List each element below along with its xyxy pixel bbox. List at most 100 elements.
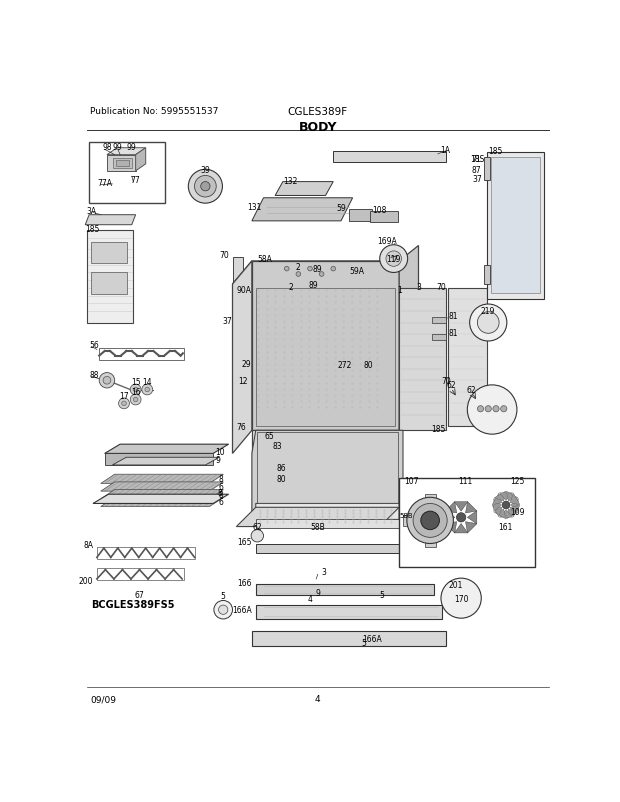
Bar (252, 431, 399, 519)
Polygon shape (492, 493, 502, 505)
Polygon shape (112, 458, 219, 465)
Text: 70: 70 (219, 251, 229, 260)
Bar (348, 210, 372, 221)
Bar (255, 289, 396, 427)
Circle shape (214, 601, 232, 619)
Text: 131: 131 (247, 202, 261, 212)
Circle shape (456, 513, 466, 522)
Polygon shape (136, 148, 146, 172)
Text: 132: 132 (283, 176, 297, 185)
Bar (433, 318, 446, 324)
Polygon shape (450, 604, 469, 614)
Circle shape (285, 267, 289, 272)
Circle shape (130, 395, 141, 405)
Bar (448, 289, 487, 427)
Text: 10: 10 (216, 448, 225, 457)
Polygon shape (105, 454, 213, 465)
Circle shape (379, 245, 408, 273)
Circle shape (319, 273, 324, 277)
Text: 80: 80 (277, 475, 286, 484)
Bar (490, 158, 540, 294)
Circle shape (219, 606, 228, 614)
Polygon shape (445, 511, 455, 525)
Text: 108: 108 (373, 205, 387, 215)
Polygon shape (494, 509, 506, 519)
Text: 2: 2 (288, 282, 293, 291)
Bar (399, 289, 446, 431)
Bar (484, 158, 490, 180)
Circle shape (308, 267, 312, 272)
Polygon shape (499, 510, 513, 517)
Bar (334, 152, 446, 162)
Bar (92, 242, 127, 264)
Circle shape (195, 176, 216, 198)
Text: 8A: 8A (83, 540, 93, 549)
Text: 65: 65 (265, 431, 275, 440)
Text: 16: 16 (131, 388, 141, 397)
Text: 165: 165 (237, 537, 252, 546)
Text: 5: 5 (221, 592, 226, 601)
Text: 15: 15 (131, 378, 141, 387)
Bar (433, 334, 446, 341)
Text: 5: 5 (379, 590, 384, 599)
Text: 1: 1 (397, 286, 402, 294)
Text: 58B: 58B (400, 512, 414, 518)
Polygon shape (466, 502, 477, 513)
Polygon shape (454, 524, 467, 533)
Circle shape (407, 498, 453, 544)
Text: BODY: BODY (298, 121, 337, 134)
Bar (97, 547, 195, 559)
Bar (255, 585, 434, 595)
Polygon shape (252, 199, 353, 221)
Text: 109: 109 (510, 507, 525, 516)
Text: 99: 99 (127, 144, 136, 152)
Text: 166A: 166A (232, 606, 252, 614)
Text: 89: 89 (308, 280, 318, 290)
Text: 8: 8 (217, 488, 222, 497)
Text: 185: 185 (86, 225, 100, 233)
Bar (92, 273, 127, 294)
Text: 18S: 18S (470, 155, 484, 164)
Text: 70: 70 (441, 376, 451, 385)
Polygon shape (445, 502, 457, 513)
Polygon shape (100, 490, 223, 499)
Polygon shape (379, 261, 399, 285)
Bar (484, 265, 490, 285)
Text: 77: 77 (131, 176, 141, 184)
Text: 81: 81 (449, 329, 458, 338)
Text: 169A: 169A (378, 237, 397, 245)
Text: 80: 80 (363, 361, 373, 370)
Text: 125: 125 (510, 476, 525, 485)
Circle shape (145, 387, 149, 392)
Circle shape (142, 385, 153, 395)
Bar (87, 231, 133, 323)
Bar (294, 267, 341, 279)
Text: 58B: 58B (311, 522, 325, 532)
Text: 119: 119 (386, 255, 401, 264)
Circle shape (133, 387, 138, 392)
Polygon shape (93, 495, 229, 504)
Polygon shape (105, 444, 229, 454)
Bar (487, 153, 544, 299)
Circle shape (493, 406, 499, 412)
Text: 272: 272 (338, 361, 352, 370)
Text: 161: 161 (498, 522, 513, 532)
Text: 99: 99 (113, 144, 123, 152)
Text: 39: 39 (200, 165, 210, 175)
Polygon shape (100, 498, 223, 507)
Text: 76: 76 (236, 423, 246, 431)
Bar (255, 544, 399, 553)
Text: 77A: 77A (97, 179, 112, 188)
Bar (252, 630, 446, 646)
Bar (117, 161, 129, 167)
Polygon shape (107, 156, 136, 172)
Text: 88: 88 (89, 371, 99, 380)
Text: 1A: 1A (441, 146, 451, 155)
Text: 201: 201 (448, 580, 463, 589)
Bar (113, 159, 131, 168)
Circle shape (470, 305, 507, 342)
Bar (255, 606, 441, 619)
Text: 185: 185 (489, 147, 503, 156)
Circle shape (477, 406, 484, 412)
Text: 37: 37 (472, 175, 482, 184)
